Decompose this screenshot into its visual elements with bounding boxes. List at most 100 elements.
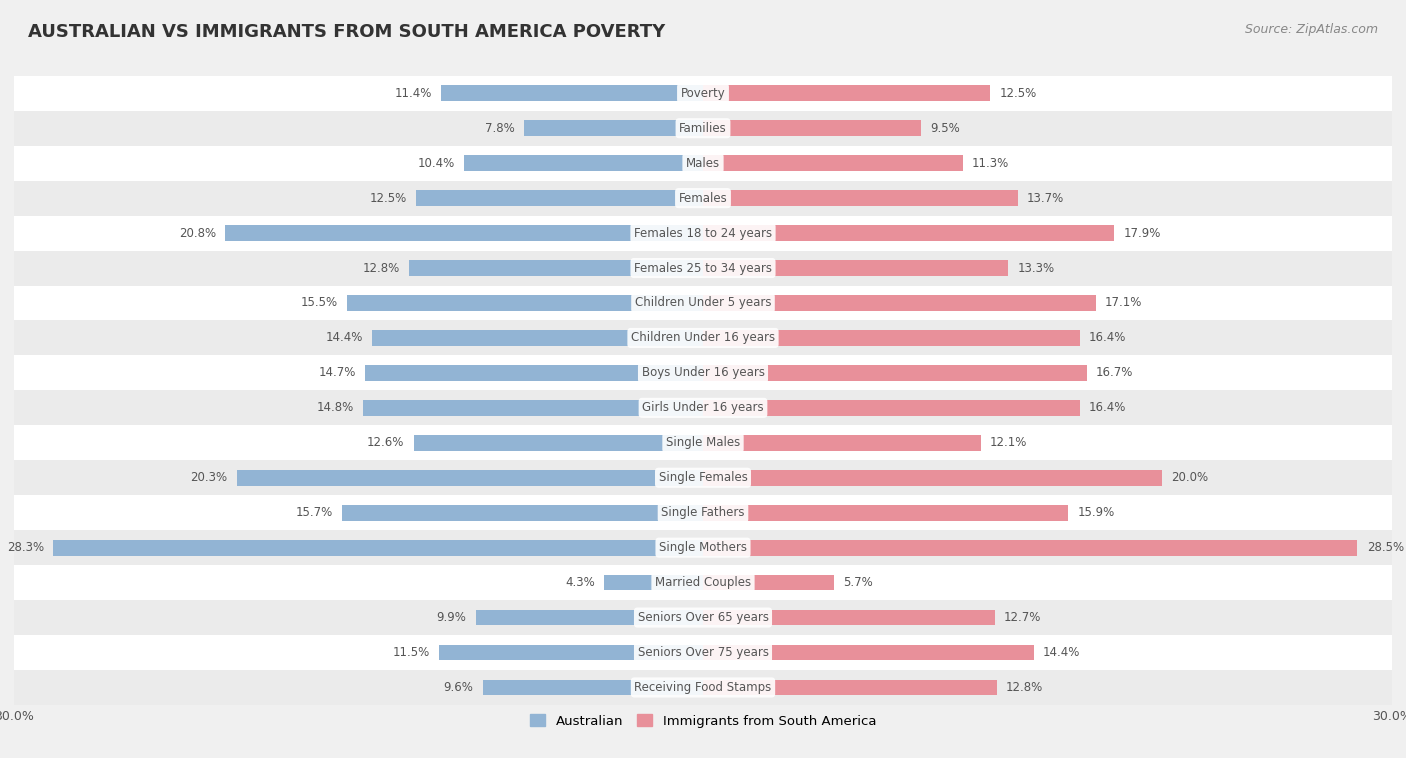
Text: 16.4%: 16.4% <box>1088 401 1126 415</box>
Text: 14.4%: 14.4% <box>326 331 363 344</box>
Bar <box>373 330 703 346</box>
Bar <box>703 86 990 101</box>
Text: 10.4%: 10.4% <box>418 157 456 170</box>
Text: 17.1%: 17.1% <box>1105 296 1142 309</box>
Bar <box>14 251 1392 286</box>
Text: Source: ZipAtlas.com: Source: ZipAtlas.com <box>1244 23 1378 36</box>
Text: Boys Under 16 years: Boys Under 16 years <box>641 366 765 380</box>
Text: Receiving Food Stamps: Receiving Food Stamps <box>634 681 772 694</box>
Bar <box>703 470 1163 486</box>
Text: Children Under 5 years: Children Under 5 years <box>634 296 772 309</box>
Text: 11.3%: 11.3% <box>972 157 1010 170</box>
Text: 5.7%: 5.7% <box>844 576 873 589</box>
Text: 20.0%: 20.0% <box>1171 471 1209 484</box>
Bar <box>343 505 703 521</box>
Bar <box>14 146 1392 180</box>
Text: 12.8%: 12.8% <box>1007 681 1043 694</box>
Text: 28.3%: 28.3% <box>7 541 44 554</box>
Text: Males: Males <box>686 157 720 170</box>
Text: Single Females: Single Females <box>658 471 748 484</box>
Bar <box>53 540 703 556</box>
Bar <box>14 530 1392 565</box>
Text: 20.8%: 20.8% <box>179 227 217 240</box>
Bar <box>703 190 1018 206</box>
Text: 9.9%: 9.9% <box>437 611 467 624</box>
Bar <box>475 609 703 625</box>
Text: 14.7%: 14.7% <box>319 366 356 380</box>
Text: Families: Families <box>679 122 727 135</box>
Text: 13.7%: 13.7% <box>1026 192 1064 205</box>
Bar <box>441 86 703 101</box>
Text: 7.8%: 7.8% <box>485 122 515 135</box>
Text: Single Fathers: Single Fathers <box>661 506 745 519</box>
Bar <box>409 260 703 276</box>
Text: 11.4%: 11.4% <box>395 86 432 100</box>
Bar <box>225 225 703 241</box>
Text: Poverty: Poverty <box>681 86 725 100</box>
Bar <box>14 495 1392 530</box>
Text: Females 18 to 24 years: Females 18 to 24 years <box>634 227 772 240</box>
Bar <box>416 190 703 206</box>
Text: 9.5%: 9.5% <box>931 122 960 135</box>
Bar <box>703 260 1008 276</box>
Bar <box>703 121 921 136</box>
Bar <box>703 680 997 695</box>
Bar <box>14 321 1392 356</box>
Bar <box>14 76 1392 111</box>
Text: 14.4%: 14.4% <box>1043 646 1080 659</box>
Bar <box>14 180 1392 215</box>
Bar <box>14 390 1392 425</box>
Text: 11.5%: 11.5% <box>392 646 430 659</box>
Bar <box>703 330 1080 346</box>
Bar <box>14 111 1392 146</box>
Text: Seniors Over 65 years: Seniors Over 65 years <box>637 611 769 624</box>
Bar <box>347 295 703 311</box>
Text: 12.6%: 12.6% <box>367 437 405 449</box>
Text: 14.8%: 14.8% <box>316 401 354 415</box>
Bar <box>14 670 1392 705</box>
Text: Single Males: Single Males <box>666 437 740 449</box>
Text: 12.1%: 12.1% <box>990 437 1028 449</box>
Bar <box>236 470 703 486</box>
Bar <box>703 644 1033 660</box>
Bar <box>703 435 981 451</box>
Bar <box>14 600 1392 635</box>
Text: 12.5%: 12.5% <box>370 192 406 205</box>
Bar <box>703 505 1069 521</box>
Text: 15.5%: 15.5% <box>301 296 337 309</box>
Bar <box>464 155 703 171</box>
Bar <box>703 225 1114 241</box>
Bar <box>703 400 1080 415</box>
Text: 12.8%: 12.8% <box>363 262 399 274</box>
Bar <box>14 635 1392 670</box>
Text: 15.7%: 15.7% <box>297 506 333 519</box>
Text: 12.5%: 12.5% <box>1000 86 1036 100</box>
Legend: Australian, Immigrants from South America: Australian, Immigrants from South Americ… <box>524 709 882 733</box>
Text: Females: Females <box>679 192 727 205</box>
Text: 16.7%: 16.7% <box>1095 366 1133 380</box>
Text: Girls Under 16 years: Girls Under 16 years <box>643 401 763 415</box>
Bar <box>703 609 994 625</box>
Text: Children Under 16 years: Children Under 16 years <box>631 331 775 344</box>
Bar <box>14 460 1392 495</box>
Text: Females 25 to 34 years: Females 25 to 34 years <box>634 262 772 274</box>
Bar <box>482 680 703 695</box>
Bar <box>413 435 703 451</box>
Bar <box>14 356 1392 390</box>
Text: 4.3%: 4.3% <box>565 576 595 589</box>
Text: 28.5%: 28.5% <box>1367 541 1403 554</box>
Bar <box>14 425 1392 460</box>
Text: 16.4%: 16.4% <box>1088 331 1126 344</box>
Bar <box>703 295 1095 311</box>
Bar <box>363 400 703 415</box>
Bar <box>703 365 1087 381</box>
Text: 12.7%: 12.7% <box>1004 611 1042 624</box>
Text: 15.9%: 15.9% <box>1077 506 1115 519</box>
Bar <box>703 155 963 171</box>
Bar <box>14 565 1392 600</box>
Bar <box>703 575 834 590</box>
Text: AUSTRALIAN VS IMMIGRANTS FROM SOUTH AMERICA POVERTY: AUSTRALIAN VS IMMIGRANTS FROM SOUTH AMER… <box>28 23 665 41</box>
Bar <box>14 215 1392 251</box>
Text: 20.3%: 20.3% <box>190 471 228 484</box>
Bar <box>605 575 703 590</box>
